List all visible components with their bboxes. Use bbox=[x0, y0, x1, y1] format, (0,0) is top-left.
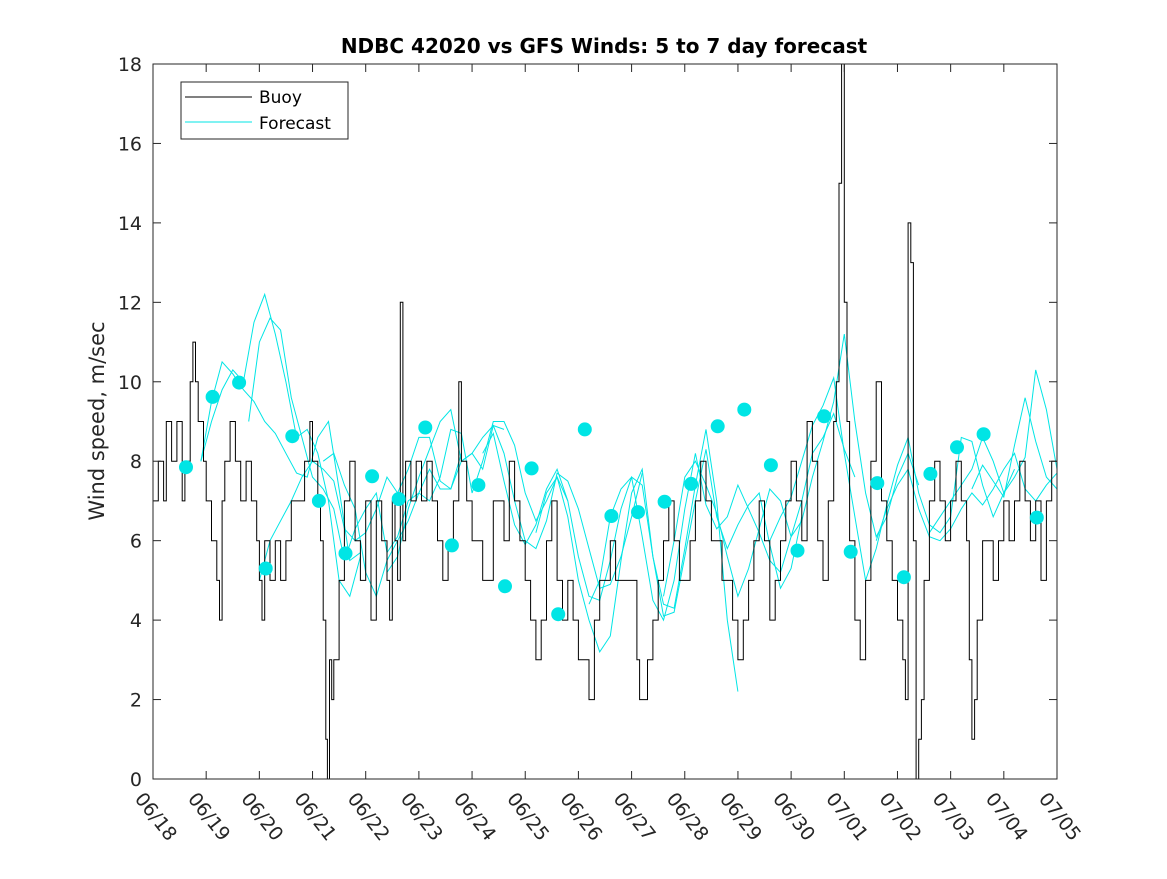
x-tick-label: 07/04 bbox=[981, 789, 1032, 846]
x-tick-label: 06/28 bbox=[662, 789, 713, 846]
forecast-marker-24 bbox=[790, 543, 805, 558]
forecast-marker-29 bbox=[923, 466, 938, 481]
x-tick-label: 06/24 bbox=[449, 789, 500, 846]
forecast-marker-26 bbox=[843, 544, 858, 559]
x-tick-label: 07/05 bbox=[1034, 789, 1085, 846]
axes-box bbox=[152, 63, 1058, 780]
forecast-marker-6 bbox=[311, 493, 326, 508]
forecast-marker-1 bbox=[179, 460, 193, 475]
plot-background bbox=[153, 64, 1057, 779]
x-tick-label: 06/26 bbox=[555, 789, 606, 846]
forecast-marker-28 bbox=[896, 570, 911, 585]
x-tick-label: 06/18 bbox=[130, 789, 181, 846]
x-tick-label: 06/22 bbox=[343, 789, 394, 846]
x-tick-label: 07/02 bbox=[875, 789, 926, 846]
y-axis-label: Wind speed, m/sec bbox=[85, 321, 109, 520]
chart-title: NDBC 42020 vs GFS Winds: 5 to 7 day fore… bbox=[341, 34, 868, 58]
x-tick-label: 06/19 bbox=[183, 789, 234, 846]
forecast-line-2 bbox=[200, 292, 361, 598]
forecast-line-14 bbox=[971, 397, 1058, 499]
forecast-marker-23 bbox=[763, 458, 778, 473]
forecast-marker-20 bbox=[684, 476, 699, 491]
forecast-marker-32 bbox=[1029, 510, 1044, 525]
forecast-marker-27 bbox=[870, 476, 885, 491]
y-tick-label: 12 bbox=[118, 292, 142, 314]
buoy-line bbox=[153, 63, 1058, 780]
forecast-marker-4 bbox=[258, 561, 273, 576]
y-tick-label: 8 bbox=[130, 451, 142, 473]
forecast-marker-16 bbox=[577, 422, 592, 437]
x-tick-label: 06/21 bbox=[290, 789, 341, 846]
forecast-marker-12 bbox=[471, 478, 486, 493]
forecast-marker-30 bbox=[950, 440, 964, 455]
y-tick-label: 2 bbox=[130, 690, 142, 712]
forecast-line-1 bbox=[200, 360, 361, 562]
axes-frame bbox=[152, 63, 1058, 780]
x-tick-label: 06/27 bbox=[609, 789, 660, 846]
forecast-marker-31 bbox=[976, 427, 991, 442]
y-tick-label: 10 bbox=[118, 372, 142, 394]
forecast-line-5 bbox=[322, 421, 569, 598]
forecast-marker-13 bbox=[498, 579, 512, 594]
y-tick-label: 16 bbox=[118, 133, 142, 155]
x-tick-label: 06/20 bbox=[236, 789, 287, 846]
series-layer bbox=[153, 63, 1058, 780]
forecast-marker-19 bbox=[657, 494, 672, 509]
forecast-marker-3 bbox=[232, 375, 247, 390]
forecast-marker-2 bbox=[205, 389, 220, 404]
x-tick-label: 06/29 bbox=[715, 789, 766, 846]
x-tick-label: 06/30 bbox=[768, 789, 819, 846]
x-tick-label: 07/01 bbox=[821, 789, 872, 846]
legend-label-buoy: Buoy bbox=[259, 88, 302, 108]
y-tick-label: 0 bbox=[130, 769, 142, 791]
y-tick-label: 18 bbox=[118, 54, 142, 76]
legend-label-forecast: Forecast bbox=[259, 114, 331, 134]
forecast-marker-9 bbox=[391, 492, 406, 506]
forecast-marker-7 bbox=[338, 546, 353, 561]
y-tick-label: 4 bbox=[130, 610, 142, 632]
legend: Buoy Forecast bbox=[180, 81, 349, 140]
forecast-marker-17 bbox=[604, 509, 619, 523]
forecast-line-11 bbox=[769, 375, 1015, 581]
forecast-marker-18 bbox=[631, 505, 645, 520]
forecast-marker-21 bbox=[710, 419, 725, 434]
forecast-marker-22 bbox=[737, 402, 752, 417]
forecast-marker-14 bbox=[524, 461, 539, 476]
forecast-line-8 bbox=[535, 449, 803, 654]
forecast-line-9 bbox=[588, 412, 856, 622]
plot-area bbox=[153, 64, 1057, 779]
x-tick-label: 07/03 bbox=[928, 789, 979, 846]
forecast-marker-11 bbox=[444, 538, 459, 553]
forecast-marker-8 bbox=[365, 469, 380, 484]
forecast-marker-25 bbox=[817, 409, 832, 424]
forecast-marker-15 bbox=[551, 607, 566, 622]
y-tick-label: 6 bbox=[130, 531, 142, 553]
x-tick-label: 06/25 bbox=[502, 789, 553, 846]
y-tick-label: 14 bbox=[118, 213, 142, 235]
forecast-marker-10 bbox=[418, 420, 433, 435]
forecast-marker-5 bbox=[285, 429, 300, 444]
legend-box bbox=[180, 81, 349, 140]
x-tick-label: 06/23 bbox=[396, 789, 447, 846]
